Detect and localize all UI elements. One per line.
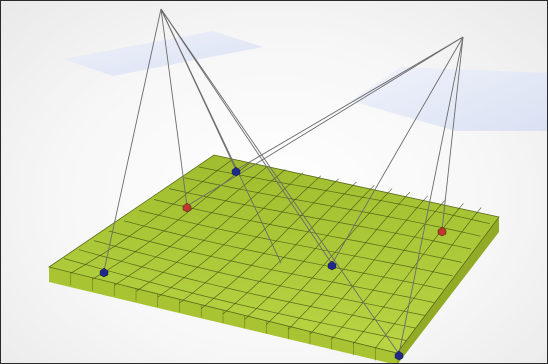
right-marker xyxy=(437,226,447,237)
grid-line-horizontal xyxy=(153,199,462,263)
grid-line-vertical xyxy=(201,178,339,309)
left-marker xyxy=(182,202,192,213)
terrain-right-face xyxy=(397,217,499,363)
grid-line-vertical xyxy=(331,199,446,340)
grid-line-vertical xyxy=(375,207,482,349)
grid-line-vertical xyxy=(179,175,322,304)
grid-line-horizontal xyxy=(78,249,416,329)
grid-line-vertical xyxy=(135,169,286,292)
grid-line-vertical xyxy=(222,181,357,315)
left-image-plane xyxy=(63,31,263,76)
center-marker xyxy=(327,260,337,271)
grid-line-horizontal xyxy=(108,230,435,303)
terrain-grid xyxy=(63,159,490,361)
grid-line-vertical xyxy=(114,166,268,286)
grid-line-horizontal xyxy=(123,220,444,290)
terrain-markers xyxy=(99,166,447,361)
ray-camera2-right-marker xyxy=(441,36,464,231)
grid-line-horizontal xyxy=(138,210,453,277)
ray-camera1-center-marker xyxy=(160,8,333,265)
grid-line-vertical xyxy=(309,195,429,335)
grid-line-vertical xyxy=(70,159,233,274)
grid-line-horizontal xyxy=(198,166,490,225)
back-marker xyxy=(231,166,241,177)
ray-camera1-extra xyxy=(160,8,282,264)
far-left-marker xyxy=(99,267,109,278)
ray-camera1-left-marker xyxy=(160,8,188,207)
ray-camera2-center-marker xyxy=(331,36,464,265)
grid-line-vertical xyxy=(266,188,393,325)
ray-camera1-front-marker xyxy=(160,8,400,355)
grid-line-vertical xyxy=(353,203,464,344)
grid-line-horizontal xyxy=(63,258,407,341)
grid-line-horizontal xyxy=(168,188,472,250)
grid-line-horizontal xyxy=(93,240,425,316)
grid-line-horizontal xyxy=(183,177,481,237)
grid-line-vertical xyxy=(157,172,304,298)
grid-line-vertical xyxy=(244,184,375,320)
projection-rays xyxy=(103,8,464,355)
ray-camera2-back-marker xyxy=(235,36,464,171)
front-marker xyxy=(394,350,404,361)
ray-camera2-left-marker xyxy=(186,36,464,207)
right-image-plane xyxy=(351,67,547,131)
grid-line-vertical xyxy=(288,191,411,330)
ray-camera2-front-marker xyxy=(398,36,464,355)
ray-camera1-far-left-marker xyxy=(103,8,162,272)
